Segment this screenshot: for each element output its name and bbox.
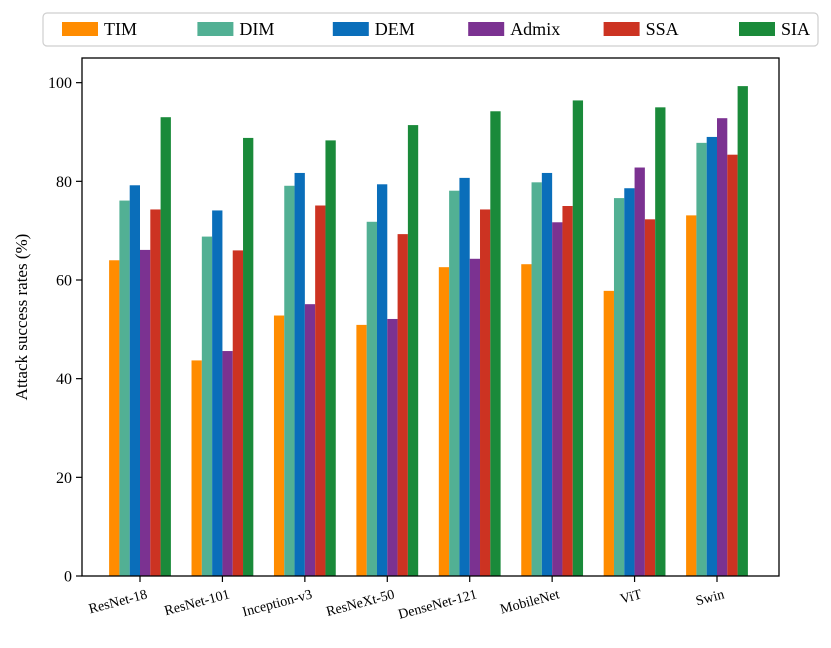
legend-label: SSA: [646, 19, 679, 39]
bar-dem-vit: [624, 188, 635, 577]
bar-sia-swin: [737, 86, 748, 577]
bar-admix-vit: [634, 167, 645, 576]
legend-label: DEM: [375, 19, 415, 39]
legend-label: SIA: [781, 19, 810, 39]
bar-admix-resnext-50: [387, 318, 398, 576]
bar-ssa-swin: [727, 154, 738, 576]
bar-dim-swin: [696, 142, 707, 576]
x-tick-label: ResNet-18: [87, 587, 149, 617]
bar-ssa-resnext-50: [397, 234, 408, 576]
bar-tim-densenet-121: [438, 267, 450, 576]
bar-sia-inception-v3: [325, 140, 336, 577]
y-axis: 0 20 40 60 80 100: [48, 75, 82, 586]
bar-sia-resnet-101: [243, 137, 254, 577]
bar-sia-mobilenet: [572, 100, 584, 576]
bar-dim-inception-v3: [284, 185, 295, 577]
legend-item-dem: DEM: [332, 19, 415, 39]
legend-swatch: [603, 22, 640, 36]
bar-ssa-vit: [644, 219, 656, 576]
legend-swatch: [197, 22, 234, 36]
bar-tim-swin: [686, 215, 697, 576]
bar-sia-resnet-18: [160, 117, 171, 576]
x-tick-label: MobileNet: [499, 587, 562, 617]
bar-ssa-resnet-18: [150, 209, 161, 576]
x-tick-label: ResNet-101: [163, 587, 231, 619]
bar-admix-swin: [717, 118, 728, 576]
bar-tim-vit: [603, 290, 614, 576]
bar-dim-mobilenet: [531, 182, 542, 576]
plot-frame: [81, 57, 780, 577]
x-tick-label: Swin: [694, 587, 726, 609]
bar-admix-mobilenet: [552, 222, 563, 576]
legend-label: DIM: [239, 19, 274, 39]
bar-ssa-resnet-101: [232, 250, 244, 576]
x-tick-label: ResNeXt-50: [325, 587, 396, 620]
legend-label: TIM: [104, 19, 137, 39]
bar-admix-resnet-18: [140, 249, 151, 576]
bar-tim-resnext-50: [356, 324, 367, 576]
y-tick-label: 0: [64, 569, 72, 586]
bar-tim-mobilenet: [521, 264, 532, 576]
bar-dem-resnext-50: [376, 184, 388, 576]
legend-swatch: [62, 22, 98, 36]
bar-dim-resnet-101: [201, 236, 213, 576]
bar-tim-resnet-18: [109, 260, 120, 576]
bar-ssa-mobilenet: [562, 206, 573, 576]
x-tick-label: Inception-v3: [241, 587, 314, 620]
bar-dem-mobilenet: [541, 172, 553, 577]
y-axis-label: Attack success rates (%): [12, 234, 31, 401]
bar-admix-inception-v3: [304, 304, 316, 576]
legend: TIM DIM DEM Admix SSA SIA: [42, 12, 819, 47]
legend-item-tim: TIM: [62, 19, 137, 39]
legend-swatch: [468, 22, 505, 36]
bars-group: [109, 86, 748, 577]
x-axis: ResNet-18 ResNet-101 Inception-v3 ResNeXt-5…: [87, 576, 726, 623]
bar-dem-densenet-121: [459, 177, 470, 576]
bar-dem-resnet-18: [129, 185, 140, 576]
legend-swatch: [739, 22, 775, 36]
bar-dim-densenet-121: [449, 190, 460, 576]
bar-sia-densenet-121: [490, 111, 501, 576]
bar-tim-resnet-101: [191, 360, 202, 576]
bar-ssa-densenet-121: [480, 209, 491, 576]
bar-dem-inception-v3: [294, 172, 305, 577]
y-tick-label: 60: [56, 273, 72, 290]
bar-dim-resnext-50: [366, 221, 377, 576]
legend-frame: [42, 12, 819, 47]
bar-sia-resnext-50: [407, 125, 419, 577]
bar-dim-vit: [613, 198, 625, 576]
bar-tim-inception-v3: [273, 315, 285, 576]
bar-sia-vit: [655, 107, 666, 576]
y-tick-label: 40: [56, 371, 72, 388]
bar-dem-resnet-101: [212, 210, 223, 576]
legend-label: Admix: [510, 19, 560, 39]
bar-admix-resnet-101: [222, 351, 233, 576]
y-tick-label: 20: [56, 470, 72, 487]
legend-item-dim: DIM: [197, 19, 274, 39]
legend-swatch: [332, 22, 369, 36]
y-tick-label: 100: [48, 75, 72, 92]
x-tick-label: DenseNet-121: [397, 587, 479, 622]
bar-admix-densenet-121: [469, 258, 481, 576]
legend-item-ssa: SSA: [603, 19, 679, 39]
bar-dim-resnet-18: [119, 200, 130, 576]
legend-item-admix: Admix: [468, 19, 560, 39]
x-tick-label: ViT: [619, 587, 644, 607]
y-tick-label: 80: [56, 174, 72, 191]
legend-item-sia: SIA: [739, 19, 810, 39]
bar-ssa-inception-v3: [315, 205, 326, 577]
bar-dem-swin: [706, 136, 717, 576]
